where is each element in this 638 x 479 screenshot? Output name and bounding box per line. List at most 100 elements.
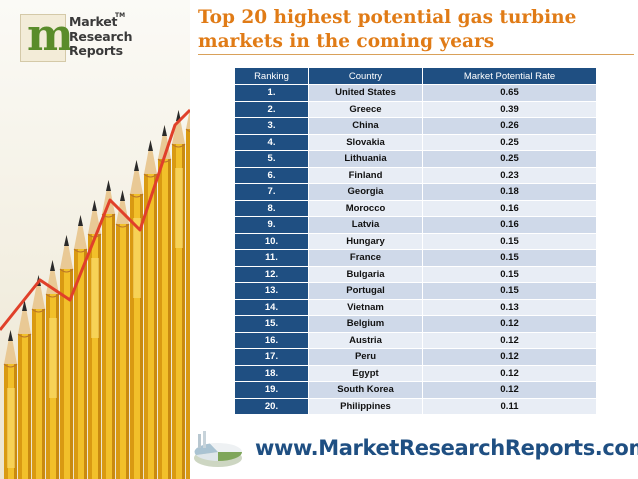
- row-rate-cell: 0.65: [422, 84, 597, 102]
- row-country-cell: France: [308, 249, 423, 267]
- row-rate-cell: 0.15: [422, 282, 597, 300]
- row-country-cell: Vietnam: [308, 298, 423, 316]
- row-rank-cell: 5.: [234, 150, 309, 168]
- company-logo[interactable]: m Market Research Reports TM: [20, 11, 138, 64]
- row-country-cell: Greece: [308, 100, 423, 118]
- row-rate-cell: 0.25: [422, 133, 597, 151]
- row-country-cell: Morocco: [308, 199, 423, 217]
- logo-trademark: TM: [115, 12, 126, 19]
- title-line-1: Top 20 highest potential gas turbine: [198, 7, 577, 28]
- pencils-illustration: [0, 108, 190, 479]
- title-divider: [198, 54, 634, 55]
- row-rank-cell: 6.: [234, 166, 309, 184]
- row-rank-cell: 3.: [234, 117, 309, 135]
- table-row: 9. Latvia 0.16: [234, 216, 597, 234]
- row-rate-cell: 0.11: [422, 397, 597, 415]
- row-rate-cell: 0.16: [422, 199, 597, 217]
- row-country-cell: Finland: [308, 166, 423, 184]
- row-country-cell: Bulgaria: [308, 265, 423, 283]
- row-rate-cell: 0.15: [422, 232, 597, 250]
- table-row: 19. South Korea 0.12: [234, 381, 597, 399]
- table-row: 17. Peru 0.12: [234, 348, 597, 366]
- row-rank-cell: 18.: [234, 364, 309, 382]
- header-ranking: Ranking: [234, 67, 309, 85]
- page-title: Top 20 highest potential gas turbine mar…: [198, 6, 628, 54]
- row-rate-cell: 0.39: [422, 100, 597, 118]
- table-row: 7. Georgia 0.18: [234, 183, 597, 201]
- row-rank-cell: 16.: [234, 331, 309, 349]
- row-rank-cell: 2.: [234, 100, 309, 118]
- row-country-cell: Egypt: [308, 364, 423, 382]
- header-market-potential-rate: Market Potential Rate: [422, 67, 597, 85]
- table-row: 20. Philippines 0.11: [234, 397, 597, 415]
- row-rate-cell: 0.15: [422, 265, 597, 283]
- row-rank-cell: 20.: [234, 397, 309, 415]
- row-rank-cell: 11.: [234, 249, 309, 267]
- logo-line-1: Market: [69, 14, 118, 29]
- row-country-cell: Philippines: [308, 397, 423, 415]
- ranking-table: Ranking Country Market Potential Rate 1.…: [234, 67, 597, 415]
- logo-line-2: Research: [69, 28, 133, 44]
- row-rate-cell: 0.12: [422, 315, 597, 333]
- pie-chart-icon: [194, 431, 243, 467]
- table-row: 14. Vietnam 0.13: [234, 298, 597, 316]
- row-country-cell: Lithuania: [308, 150, 423, 168]
- row-rate-cell: 0.23: [422, 166, 597, 184]
- logo-mark: m: [20, 11, 74, 62]
- row-rank-cell: 15.: [234, 315, 309, 333]
- row-rate-cell: 0.12: [422, 348, 597, 366]
- row-rank-cell: 9.: [234, 216, 309, 234]
- row-rank-cell: 12.: [234, 265, 309, 283]
- row-rank-cell: 4.: [234, 133, 309, 151]
- row-rate-cell: 0.15: [422, 249, 597, 267]
- table-row: 4. Slovakia 0.25: [234, 133, 597, 151]
- row-country-cell: Hungary: [308, 232, 423, 250]
- table-row: 6. Finland 0.23: [234, 166, 597, 184]
- row-country-cell: Portugal: [308, 282, 423, 300]
- row-rank-cell: 13.: [234, 282, 309, 300]
- row-country-cell: Austria: [308, 331, 423, 349]
- row-rank-cell: 8.: [234, 199, 309, 217]
- row-rank-cell: 19.: [234, 381, 309, 399]
- logo-wordmark: Market Research Reports: [69, 14, 133, 59]
- row-rank-cell: 1.: [234, 84, 309, 102]
- pencil-background-image: [0, 0, 190, 479]
- row-country-cell: Belgium: [308, 315, 423, 333]
- row-rate-cell: 0.13: [422, 298, 597, 316]
- table-row: 3. China 0.26: [234, 117, 597, 135]
- table-row: 13. Portugal 0.15: [234, 282, 597, 300]
- table-row: 15. Belgium 0.12: [234, 315, 597, 333]
- row-country-cell: Georgia: [308, 183, 423, 201]
- row-rank-cell: 10.: [234, 232, 309, 250]
- table-row: 8. Morocco 0.16: [234, 199, 597, 217]
- table-row: 16. Austria 0.12: [234, 331, 597, 349]
- row-rate-cell: 0.25: [422, 150, 597, 168]
- website-url[interactable]: www.MarketResearchReports.com: [255, 436, 638, 460]
- table-header-row: Ranking Country Market Potential Rate: [234, 67, 597, 85]
- row-rank-cell: 14.: [234, 298, 309, 316]
- row-rate-cell: 0.12: [422, 364, 597, 382]
- row-country-cell: South Korea: [308, 381, 423, 399]
- row-rate-cell: 0.12: [422, 381, 597, 399]
- row-country-cell: China: [308, 117, 423, 135]
- title-line-2: markets in the coming years: [198, 31, 495, 52]
- table-row: 1. United States 0.65: [234, 84, 597, 102]
- row-country-cell: United States: [308, 84, 423, 102]
- table-row: 18. Egypt 0.12: [234, 364, 597, 382]
- row-rank-cell: 17.: [234, 348, 309, 366]
- row-rate-cell: 0.26: [422, 117, 597, 135]
- row-country-cell: Slovakia: [308, 133, 423, 151]
- row-country-cell: Peru: [308, 348, 423, 366]
- row-country-cell: Latvia: [308, 216, 423, 234]
- table-row: 11. France 0.15: [234, 249, 597, 267]
- table-row: 5. Lithuania 0.25: [234, 150, 597, 168]
- row-rate-cell: 0.18: [422, 183, 597, 201]
- header-country: Country: [308, 67, 423, 85]
- row-rank-cell: 7.: [234, 183, 309, 201]
- table-row: 2. Greece 0.39: [234, 100, 597, 118]
- row-rate-cell: 0.16: [422, 216, 597, 234]
- logo-line-3: Reports: [69, 43, 123, 58]
- row-rate-cell: 0.12: [422, 331, 597, 349]
- table-row: 10. Hungary 0.15: [234, 232, 597, 250]
- table-row: 12. Bulgaria 0.15: [234, 265, 597, 283]
